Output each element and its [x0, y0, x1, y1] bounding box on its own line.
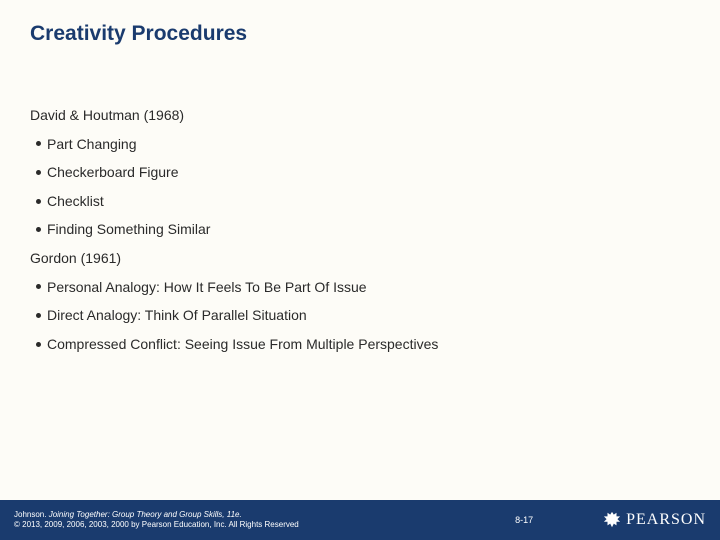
pearson-seal-icon: [603, 511, 621, 529]
bullet-icon: [36, 170, 41, 175]
bullet-text: Personal Analogy: How It Feels To Be Par…: [47, 279, 367, 295]
bullet-item: Personal Analogy: How It Feels To Be Par…: [30, 274, 690, 301]
footer-brand: PEARSON: [603, 511, 706, 529]
bullet-item: Checklist: [30, 188, 690, 215]
bullet-icon: [36, 227, 41, 232]
footer-bar: Johnson. Joining Together: Group Theory …: [0, 500, 720, 540]
bullet-icon: [36, 284, 41, 289]
bullet-item: Direct Analogy: Think Of Parallel Situat…: [30, 302, 690, 329]
bullet-item: Checkerboard Figure: [30, 159, 690, 186]
bullet-text: Compressed Conflict: Seeing Issue From M…: [47, 336, 438, 352]
slide: Creativity Procedures David & Houtman (1…: [0, 0, 720, 540]
footer-author: Johnson.: [14, 510, 46, 519]
pearson-brand-text: PEARSON: [626, 511, 706, 529]
bullet-item: Compressed Conflict: Seeing Issue From M…: [30, 331, 690, 358]
footer-copyright: © 2013, 2009, 2006, 2003, 2000 by Pearso…: [14, 520, 515, 530]
bullet-text: Part Changing: [47, 136, 137, 152]
bullet-icon: [36, 141, 41, 146]
bullet-text: Direct Analogy: Think Of Parallel Situat…: [47, 307, 307, 323]
section-heading-david: David & Houtman (1968): [30, 102, 690, 129]
bullet-item: Finding Something Similar: [30, 216, 690, 243]
bullet-icon: [36, 199, 41, 204]
bullet-text: Checkerboard Figure: [47, 164, 179, 180]
slide-number: 8-17: [515, 515, 533, 525]
section-heading-gordon: Gordon (1961): [30, 245, 690, 272]
slide-title: Creativity Procedures: [30, 22, 247, 46]
bullet-icon: [36, 313, 41, 318]
pearson-logo: PEARSON: [603, 511, 706, 529]
bullet-text: Finding Something Similar: [47, 221, 210, 237]
bullet-text: Checklist: [47, 193, 104, 209]
footer-citation: Johnson. Joining Together: Group Theory …: [14, 510, 515, 531]
bullet-icon: [36, 342, 41, 347]
footer-book-title: Joining Together: Group Theory and Group…: [49, 510, 242, 519]
slide-content: David & Houtman (1968) Part Changing Che…: [30, 102, 690, 359]
bullet-item: Part Changing: [30, 131, 690, 158]
